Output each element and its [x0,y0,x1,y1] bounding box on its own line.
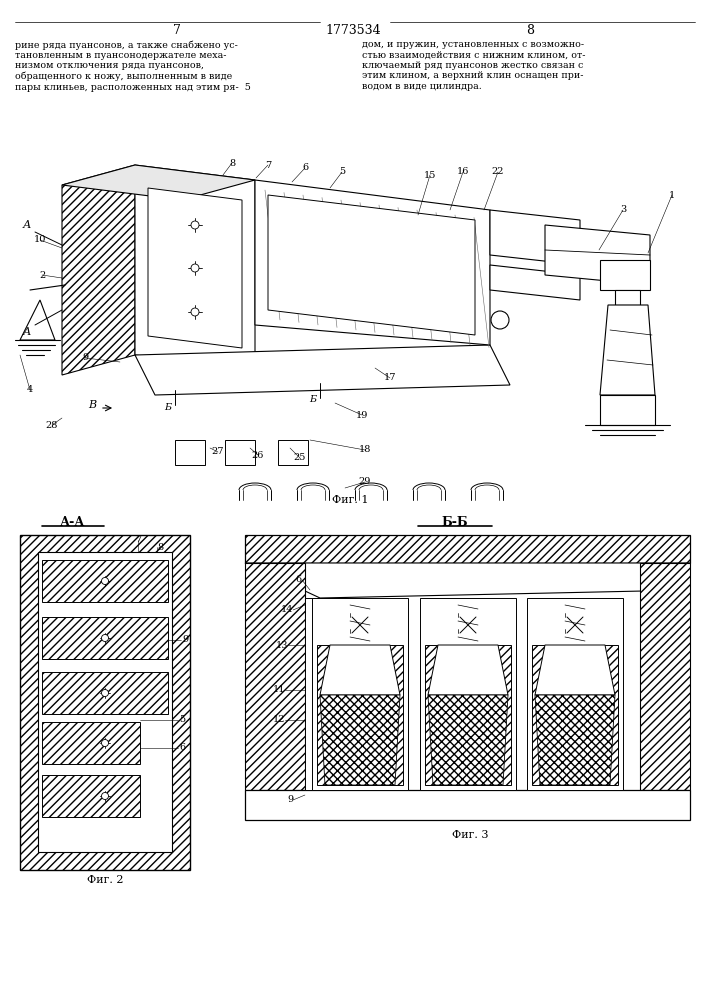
Text: А: А [23,327,31,337]
Polygon shape [135,165,255,370]
Text: 6: 6 [179,744,185,752]
Text: 7: 7 [173,23,181,36]
Polygon shape [20,300,55,340]
Polygon shape [42,722,140,764]
Polygon shape [490,210,580,265]
Polygon shape [20,535,190,870]
Polygon shape [535,695,615,785]
Polygon shape [615,290,640,305]
Polygon shape [135,345,510,395]
Text: В: В [88,400,96,410]
Text: 8: 8 [526,23,534,36]
Text: 5: 5 [179,716,185,724]
Text: Б-Б: Б-Б [442,516,468,528]
Polygon shape [42,617,168,659]
Text: 14: 14 [281,605,293,614]
Circle shape [191,264,199,272]
Text: Фиг. 1: Фиг. 1 [332,495,368,505]
Text: 2: 2 [39,270,45,279]
Text: 5: 5 [339,167,345,176]
Text: 7: 7 [265,160,271,169]
Text: 16: 16 [457,167,469,176]
Circle shape [102,635,108,642]
Text: 1: 1 [669,190,675,200]
Polygon shape [305,598,330,790]
Polygon shape [62,165,135,375]
Polygon shape [317,645,403,785]
Circle shape [102,740,108,746]
Circle shape [191,308,199,316]
Text: А: А [23,220,31,230]
Text: 27: 27 [212,448,224,456]
Text: 8: 8 [157,542,163,552]
Polygon shape [245,790,690,820]
Polygon shape [320,645,400,695]
Polygon shape [278,440,308,465]
Circle shape [491,311,509,329]
Text: 13: 13 [276,641,288,650]
Text: 29: 29 [359,478,371,487]
Polygon shape [428,695,508,785]
Text: 1773534: 1773534 [325,23,381,36]
Text: А-А: А-А [60,516,86,528]
Polygon shape [42,560,168,602]
Polygon shape [545,225,650,285]
Text: рине ряда пуансонов, а также снабжено ус-
тановленным в пуансонодержателе меха-
: рине ряда пуансонов, а также снабжено ус… [15,40,251,92]
Polygon shape [255,180,490,345]
Text: 11: 11 [272,686,285,694]
Text: 9: 9 [82,354,88,362]
Polygon shape [245,563,305,790]
Polygon shape [420,598,516,790]
Polygon shape [640,563,690,790]
Text: Б: Б [165,403,172,412]
Polygon shape [532,645,618,785]
Polygon shape [175,440,205,465]
Text: 9: 9 [287,796,293,804]
Polygon shape [245,535,690,563]
Text: 15: 15 [423,170,436,180]
Polygon shape [38,552,172,852]
Text: 26: 26 [252,450,264,460]
Polygon shape [148,188,242,348]
Circle shape [191,221,199,229]
Text: 17: 17 [384,373,396,382]
Polygon shape [268,195,475,335]
Polygon shape [320,695,400,785]
Text: Фиг. 3: Фиг. 3 [452,830,489,840]
Polygon shape [245,563,690,598]
Text: Б: Б [310,395,317,404]
Polygon shape [62,165,255,200]
Text: 22: 22 [492,167,504,176]
Polygon shape [527,598,623,790]
Text: 6: 6 [296,576,302,584]
Text: 10: 10 [34,235,46,244]
Polygon shape [42,672,168,714]
Polygon shape [428,645,508,695]
Circle shape [102,578,108,584]
Text: 3: 3 [620,206,626,215]
Text: 12: 12 [272,716,285,724]
Polygon shape [600,305,655,395]
Polygon shape [490,265,580,300]
Polygon shape [425,645,511,785]
Text: 8: 8 [229,158,235,167]
Polygon shape [600,395,655,425]
Polygon shape [312,598,408,790]
Polygon shape [225,440,255,465]
Text: 9: 9 [182,636,188,645]
Circle shape [102,792,108,800]
Text: 19: 19 [356,410,368,420]
Text: дом, и пружин, установленных с возможно-
стью взаимодействия с нижним клином, от: дом, и пружин, установленных с возможно-… [362,40,585,91]
Polygon shape [42,775,140,817]
Polygon shape [600,260,650,290]
Polygon shape [535,645,615,695]
Text: 4: 4 [27,385,33,394]
Text: 28: 28 [46,420,58,430]
Text: Фиг. 2: Фиг. 2 [87,875,123,885]
Text: 7: 7 [135,536,141,544]
Text: 18: 18 [359,446,371,454]
Circle shape [102,690,108,696]
Text: 25: 25 [294,454,306,462]
Text: 6: 6 [302,163,308,172]
